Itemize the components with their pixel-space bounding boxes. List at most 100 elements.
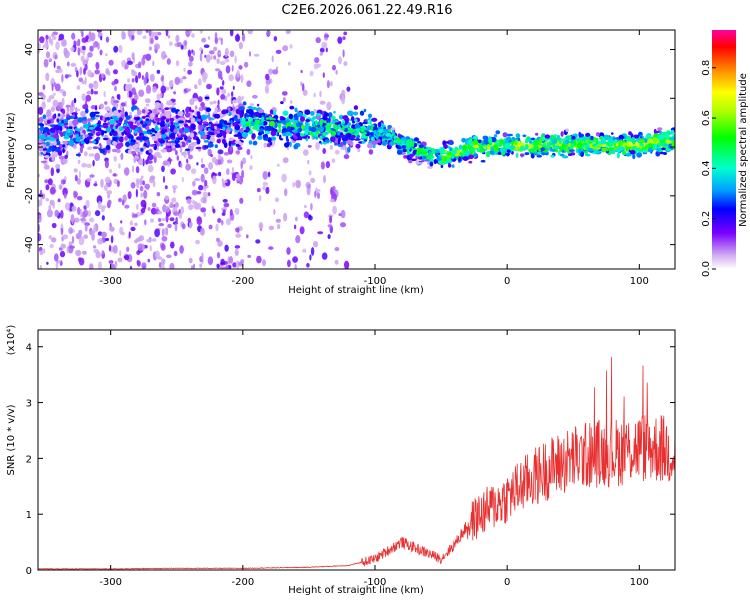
spectrogram-cell (482, 135, 487, 140)
spectrogram-cell (632, 139, 636, 145)
spectrogram-cell (451, 164, 455, 168)
spectrogram-cell (133, 143, 139, 149)
spectrogram-cell (410, 147, 417, 151)
spectrogram-cell (303, 211, 310, 219)
spectrogram-cell (219, 70, 222, 78)
spectrogram-cell (191, 265, 194, 269)
spectrogram-cell (418, 144, 424, 149)
spectrogram-cell (169, 262, 175, 269)
spectrogram-cell (611, 132, 614, 135)
spectrogram-cell (263, 142, 268, 148)
spectrogram-cell (59, 250, 66, 258)
spectrogram-cell (593, 149, 598, 154)
spectrogram-cell (160, 120, 166, 125)
spectrogram-cell (165, 143, 172, 146)
spectrogram-cell (262, 120, 268, 126)
colorbar-tick-label: 0.8 (701, 60, 712, 76)
spectrogram-cell (157, 210, 163, 215)
spectrogram-cell (120, 152, 124, 160)
spectrogram-cell (163, 55, 168, 58)
spectrogram-cell (249, 129, 253, 135)
spectrogram-cell (169, 133, 176, 139)
spectrogram-cell (85, 94, 92, 102)
spectrogram-x-axis-title: Height of straight line (km) (288, 285, 424, 296)
spectrogram-cell (52, 114, 56, 120)
spectrogram-cell (212, 208, 216, 214)
spectrogram-cell (567, 143, 572, 147)
spectrogram-cell (169, 217, 175, 222)
spectrogram-cell (59, 89, 64, 94)
spectrogram-cell (87, 121, 91, 126)
spectrogram-cell (161, 228, 165, 237)
spectrogram-cell (194, 178, 201, 182)
spectrogram-cell (310, 177, 316, 184)
spectrogram-cell (164, 195, 170, 201)
spectrogram-cell (273, 208, 276, 215)
spectrogram-cell (169, 41, 173, 46)
spectrogram-cell (162, 160, 169, 166)
spectrogram-cell (84, 224, 88, 232)
spectrogram-cell (171, 197, 177, 203)
spectrogram-cell (347, 146, 351, 153)
spectrogram-cell (57, 198, 61, 203)
spectrogram-cell (149, 73, 155, 82)
spectrogram-cell (43, 141, 46, 144)
spectrogram-cell (313, 109, 317, 113)
spectrogram-cell (439, 147, 445, 152)
spectrogram-cell (87, 210, 91, 217)
spectrogram-cell (519, 153, 525, 157)
spectrogram-cell (66, 61, 70, 67)
spectrogram-cell (288, 113, 294, 120)
spectrogram-cell (124, 136, 128, 141)
spectrogram-cell (118, 197, 122, 203)
spectrogram-cell (71, 32, 76, 40)
spectrogram-cell (321, 252, 328, 260)
spectrogram-cell (239, 197, 244, 204)
spectrogram-cell (61, 97, 65, 106)
spectrogram-cell (221, 207, 228, 212)
spectrogram-cell (80, 55, 85, 62)
spectrogram-cell (371, 117, 378, 122)
spectrogram-cell (88, 126, 94, 130)
spectrogram-cell (61, 39, 67, 47)
spectrogram-cell (307, 145, 312, 148)
spectrogram-cell (161, 108, 165, 114)
spectrogram-cell (333, 110, 336, 114)
spectrogram-cell (38, 130, 41, 136)
spectrogram-cell (178, 132, 182, 136)
spectrogram-cell (468, 154, 474, 160)
spectrogram-cell (645, 134, 651, 140)
spectrogram-cell (204, 179, 208, 187)
spectrogram-cell (605, 148, 609, 152)
spectrogram-cell (499, 147, 505, 153)
spectrogram-cell (181, 223, 186, 230)
spectrogram-cell (187, 217, 192, 223)
snr-x-tick-label: -100 (364, 577, 387, 588)
spectrogram-cell (663, 152, 667, 155)
spectrogram-cell (170, 120, 174, 126)
spectrogram-cell (242, 101, 247, 106)
spectrogram-cell (126, 246, 130, 252)
spectrogram-cell (75, 249, 82, 257)
snr-x-tick-label: -200 (231, 577, 254, 588)
spectrogram-cell (127, 60, 133, 65)
spectrogram-cell (52, 92, 56, 96)
spectrogram-cell (100, 36, 103, 41)
spectrogram-cell (480, 159, 486, 163)
spectrogram-cell (337, 144, 342, 147)
spectrogram-cell (268, 225, 275, 231)
spectrogram-cell (569, 146, 573, 150)
spectrogram-cell (89, 32, 96, 42)
spectrogram-cell (94, 69, 100, 75)
spectrogram-cell (400, 140, 406, 145)
spectrogram-cell (100, 73, 105, 79)
spectrogram-cell (234, 124, 241, 131)
spectrogram-cell (360, 127, 365, 133)
spectrogram-cell (343, 31, 348, 36)
spectrogram-y-tick-label: -20 (24, 188, 35, 204)
spectrogram-cell (538, 138, 543, 143)
spectrogram-cell (118, 44, 123, 54)
spectrogram-cell (151, 128, 155, 133)
spectrogram-cell (421, 155, 427, 160)
